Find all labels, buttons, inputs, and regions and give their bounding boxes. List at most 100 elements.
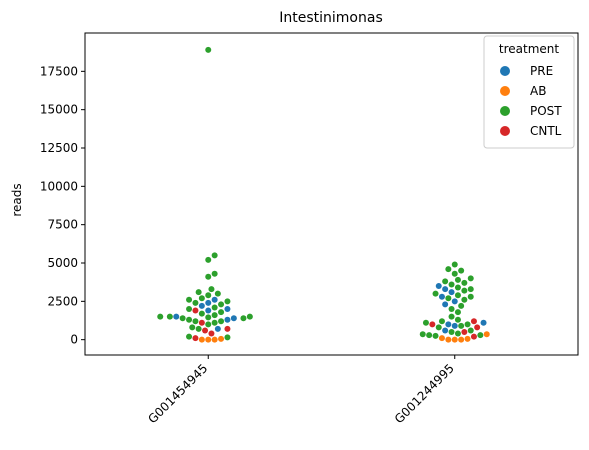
legend: treatment PRE AB POST CNTL [483, 35, 575, 149]
data-point-cntl [192, 307, 199, 314]
data-point-cntl [461, 329, 468, 335]
data-point-post [467, 275, 474, 282]
data-point-post [445, 295, 452, 302]
data-point-pre [442, 286, 449, 293]
y-tick-label: 12500 [40, 141, 78, 155]
data-point-post [205, 46, 212, 53]
y-tick-label: 15000 [40, 103, 78, 117]
data-point-post [435, 324, 442, 331]
legend-frame [483, 35, 575, 149]
data-point-post [198, 295, 205, 302]
data-point-post [454, 309, 461, 316]
data-point-ab [218, 335, 225, 342]
data-point-pre [198, 302, 205, 309]
data-point-post [445, 266, 452, 273]
data-point-post [205, 292, 212, 299]
data-point-cntl [208, 330, 215, 337]
data-point-pre [211, 296, 218, 303]
data-point-post [189, 324, 196, 331]
data-point-ab [211, 336, 218, 343]
y-axis-label: reads [10, 183, 24, 216]
data-point-post [211, 304, 218, 311]
data-point-cntl [474, 324, 481, 331]
legend-label-post: POST [530, 104, 562, 118]
data-point-pre [230, 315, 237, 322]
y-tick-label: 7500 [47, 218, 78, 232]
data-point-ab [483, 331, 490, 338]
data-point-pre [448, 289, 455, 296]
data-point-ab [438, 335, 445, 342]
data-point-post [461, 287, 468, 294]
data-point-post [464, 321, 471, 328]
data-point-post [205, 314, 212, 321]
data-point-cntl [470, 333, 477, 340]
data-point-pre [214, 325, 221, 332]
data-point-cntl [429, 321, 436, 328]
data-point-post [422, 319, 429, 326]
data-point-post [458, 302, 465, 309]
y-tick-label: 0 [70, 333, 78, 347]
data-point-post [205, 256, 212, 263]
y-tick-label: 5000 [47, 256, 78, 270]
data-point-post [195, 325, 202, 332]
data-point-post [467, 286, 474, 293]
data-point-post [246, 313, 253, 320]
data-point-post [454, 316, 461, 323]
data-point-post [186, 306, 193, 312]
data-point-post [451, 261, 458, 268]
data-point-pre [480, 319, 487, 326]
data-point-pre [451, 298, 458, 305]
data-point-post [438, 318, 445, 325]
legend-marker-post [500, 106, 510, 116]
data-point-post [186, 296, 193, 303]
data-point-post [467, 293, 474, 300]
data-point-pre [224, 306, 231, 312]
data-point-post [218, 318, 225, 325]
data-point-post [467, 327, 474, 334]
legend-label-pre: PRE [530, 64, 553, 78]
data-point-post [179, 315, 186, 322]
data-point-post [211, 252, 218, 259]
data-point-post [224, 298, 231, 305]
data-point-post [211, 312, 218, 319]
data-point-pre [224, 316, 231, 323]
data-point-post [432, 290, 439, 297]
data-point-ab [198, 336, 205, 343]
data-point-post [426, 332, 433, 339]
data-point-post [208, 286, 215, 293]
data-point-ab [445, 336, 452, 343]
data-point-post [205, 321, 212, 328]
data-point-ab [205, 336, 212, 343]
data-point-post [461, 279, 468, 286]
legend-marker-ab [500, 86, 510, 96]
data-point-pre [205, 299, 212, 306]
data-point-post [218, 309, 225, 316]
data-point-ab [458, 336, 465, 343]
data-point-post [477, 332, 484, 339]
data-point-post [432, 332, 439, 339]
data-point-cntl [202, 327, 209, 334]
legend-title: treatment [499, 42, 559, 56]
data-point-post [186, 316, 193, 323]
data-point-post [454, 330, 461, 337]
data-point-pre [435, 283, 442, 289]
data-point-ab [451, 336, 458, 343]
data-point-post [166, 313, 173, 320]
data-point-post [419, 331, 426, 338]
data-point-post [205, 273, 212, 280]
data-points [157, 46, 490, 343]
data-point-post [454, 276, 461, 283]
data-point-pre [442, 301, 449, 308]
y-axis: 0 2500 5000 7500 10000 12500 15000 17500 [40, 64, 85, 347]
data-point-post [454, 284, 461, 291]
data-point-post [186, 333, 193, 340]
plot-frame [84, 32, 579, 356]
y-tick-label: 2500 [47, 294, 78, 308]
data-point-ab [464, 335, 471, 342]
data-point-post [224, 334, 231, 341]
x-tick-label: G001244995 [392, 361, 457, 426]
data-point-cntl [198, 319, 205, 326]
data-point-post [461, 296, 468, 303]
legend-marker-pre [500, 66, 510, 76]
